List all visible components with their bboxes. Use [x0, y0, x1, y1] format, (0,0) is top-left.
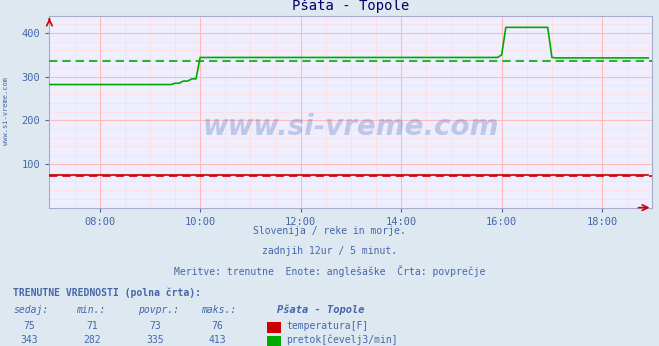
Text: sedaj:: sedaj:: [13, 305, 48, 315]
Text: pretok[čevelj3/min]: pretok[čevelj3/min]: [286, 334, 397, 345]
Text: zadnjih 12ur / 5 minut.: zadnjih 12ur / 5 minut.: [262, 246, 397, 256]
Text: povpr.:: povpr.:: [138, 305, 179, 315]
Text: min.:: min.:: [76, 305, 105, 315]
Text: 76: 76: [212, 321, 223, 331]
Text: 75: 75: [24, 321, 36, 331]
Text: 413: 413: [209, 335, 226, 345]
Text: www.si-vreme.com: www.si-vreme.com: [3, 77, 9, 145]
Text: temperatura[F]: temperatura[F]: [286, 321, 368, 331]
Text: Slovenija / reke in morje.: Slovenija / reke in morje.: [253, 226, 406, 236]
Text: maks.:: maks.:: [201, 305, 236, 315]
Title: Pšata - Topole: Pšata - Topole: [293, 0, 409, 13]
Text: TRENUTNE VREDNOSTI (polna črta):: TRENUTNE VREDNOSTI (polna črta):: [13, 287, 201, 298]
Text: Pšata - Topole: Pšata - Topole: [277, 304, 364, 315]
Text: 282: 282: [84, 335, 101, 345]
Text: 71: 71: [86, 321, 98, 331]
Text: www.si-vreme.com: www.si-vreme.com: [203, 113, 499, 141]
Text: 335: 335: [146, 335, 163, 345]
Text: 343: 343: [21, 335, 38, 345]
Text: 73: 73: [149, 321, 161, 331]
Text: Meritve: trenutne  Enote: anglešaške  Črta: povprečje: Meritve: trenutne Enote: anglešaške Črta…: [174, 265, 485, 277]
